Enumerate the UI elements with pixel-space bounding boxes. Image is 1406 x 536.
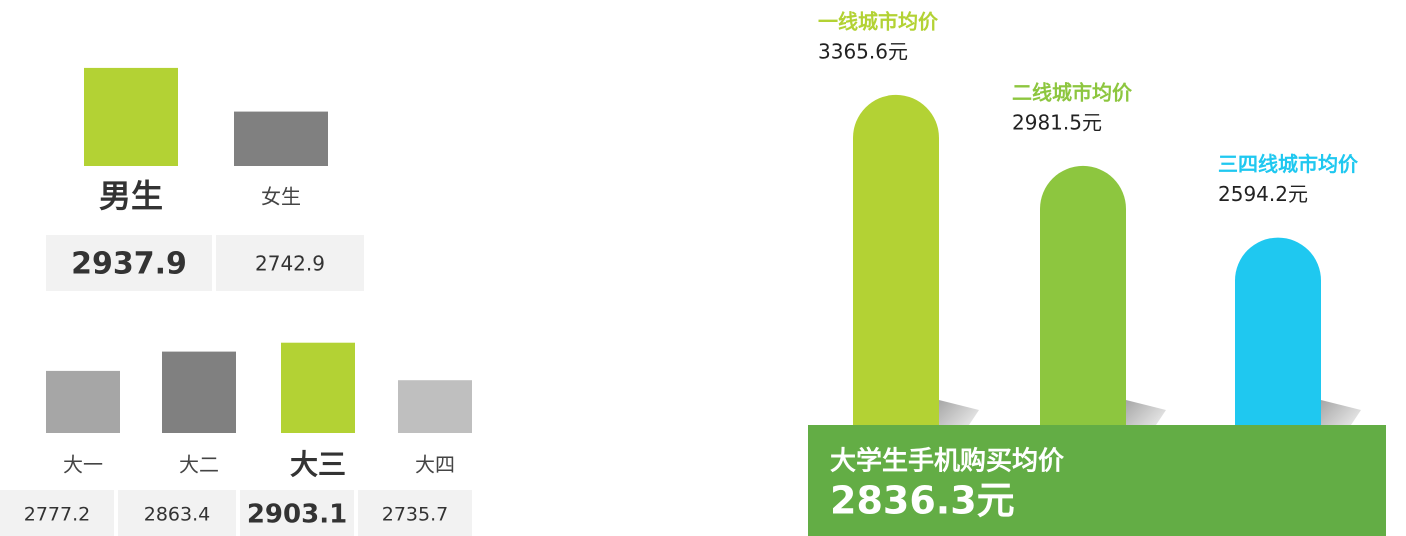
value-label: 2594.2元 xyxy=(1218,182,1308,206)
total-banner xyxy=(808,425,1386,536)
value-box xyxy=(46,235,212,291)
bar xyxy=(84,67,178,166)
category-label: 大二 xyxy=(179,453,219,477)
total-label: 大学生手机购买均价 xyxy=(830,446,1065,477)
value-box xyxy=(358,490,472,536)
category-label: 女生 xyxy=(261,185,301,209)
category-label: 三四线城市均价 xyxy=(1218,152,1359,176)
category-label: 大四 xyxy=(415,453,455,477)
value-label: 2981.5元 xyxy=(1012,110,1102,134)
bar xyxy=(162,351,236,433)
value-label: 2903.1 xyxy=(247,500,347,530)
total-value: 2836.3元 xyxy=(830,479,1015,523)
value-box xyxy=(118,490,236,536)
pillar xyxy=(1235,237,1321,440)
category-label: 二线城市均价 xyxy=(1012,80,1133,104)
category-label: 男生 xyxy=(99,177,163,215)
bar xyxy=(234,111,328,166)
value-label: 2735.7 xyxy=(382,504,448,526)
bar xyxy=(281,342,355,433)
bar xyxy=(398,380,472,433)
value-box xyxy=(216,235,364,291)
value-label: 2742.9 xyxy=(255,252,325,276)
value-label: 3365.6元 xyxy=(818,39,908,63)
pillar xyxy=(853,94,939,440)
value-box xyxy=(240,490,354,536)
category-label: 大一 xyxy=(63,453,103,477)
bar xyxy=(46,370,120,433)
value-label: 2777.2 xyxy=(24,504,90,526)
value-label: 2863.4 xyxy=(144,504,210,526)
category-label: 大三 xyxy=(290,448,346,481)
category-label: 一线城市均价 xyxy=(818,9,939,33)
pillar xyxy=(1040,165,1126,440)
value-label: 2937.9 xyxy=(71,247,187,282)
value-box xyxy=(0,490,114,536)
